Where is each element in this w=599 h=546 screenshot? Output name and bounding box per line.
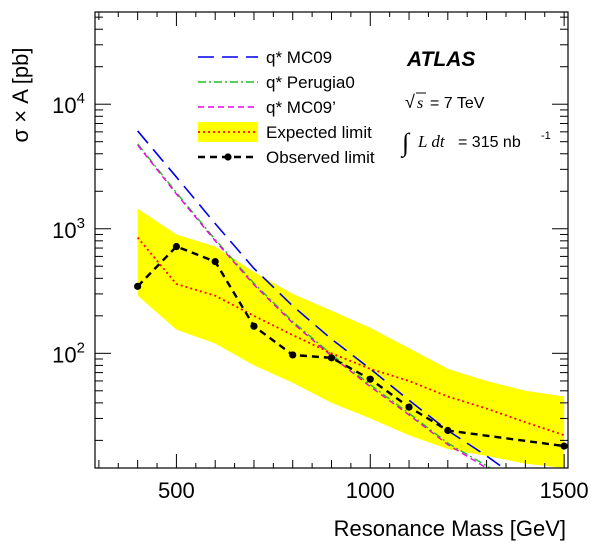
integrand: L dt xyxy=(417,132,446,151)
q-star-mc09-line xyxy=(137,130,505,468)
legend-label-expected-limit: Expected limit xyxy=(266,123,372,142)
observed-limit-point xyxy=(250,322,258,330)
y-tick-base: 10 xyxy=(52,93,76,118)
observed-limit-point xyxy=(366,375,374,383)
atlas-label: ATLAS xyxy=(406,48,475,71)
legend-label-q-star-mc09: q* MC09 xyxy=(266,48,332,67)
observed-limit-point xyxy=(289,351,297,359)
energy-value: = 7 TeV xyxy=(430,95,485,112)
observed-limit-point xyxy=(405,403,413,411)
observed-limit-point xyxy=(172,242,181,251)
luminosity-value: = 315 nb xyxy=(458,134,521,151)
observed-limit-point xyxy=(211,257,219,266)
x-tick-label: 500 xyxy=(158,478,195,503)
y-tick-exponent: 4 xyxy=(77,90,85,107)
y-tick-exponent: 3 xyxy=(77,215,85,232)
observed-limit-point xyxy=(444,426,452,435)
y-tick-label: 104 xyxy=(52,90,85,118)
observed-limit-point xyxy=(560,442,568,450)
legend-label-q-star-perugia0: q* Perugia0 xyxy=(266,73,355,92)
y-tick-base: 10 xyxy=(52,218,76,243)
x-axis-title: Resonance Mass [GeV] xyxy=(334,516,566,541)
observed-limit-point xyxy=(134,282,142,290)
energy-annotation: √ s = 7 TeV xyxy=(405,92,485,112)
sqrt-variable: s xyxy=(417,95,423,112)
expected-limit-band xyxy=(137,208,565,468)
q-star-mc09-prime-line xyxy=(137,144,488,468)
y-tick-exponent: 2 xyxy=(77,339,85,356)
observed-limit-point xyxy=(327,354,336,362)
legend-marker-observed xyxy=(224,153,232,161)
y-tick-label: 103 xyxy=(52,215,85,243)
y-tick-base: 10 xyxy=(52,342,76,367)
expected-limit-line xyxy=(136,236,565,437)
integral-symbol: ∫ xyxy=(400,128,411,158)
x-tick-label: 1500 xyxy=(540,478,589,503)
sqrt-symbol: √ xyxy=(405,92,415,112)
legend-label-observed-limit: Observed limit xyxy=(266,148,375,167)
luminosity-exponent: -1 xyxy=(541,130,551,142)
q-star-perugia0-line xyxy=(137,143,492,468)
legend: q* MC09 q* Perugia0 q* MC09’ Expected limit… xyxy=(198,48,375,167)
y-axis-title: σ × A [pb] xyxy=(8,48,33,143)
y-tick-label: 102 xyxy=(52,339,85,367)
curve-layer xyxy=(134,130,568,468)
x-tick-label: 1000 xyxy=(346,478,395,503)
luminosity-annotation: ∫ L dt = 315 nb -1 xyxy=(400,128,551,158)
legend-label-q-star-mc09-prime: q* MC09’ xyxy=(266,98,336,117)
expected-limit-band-layer xyxy=(137,208,565,468)
observed-limit-line xyxy=(136,245,565,448)
